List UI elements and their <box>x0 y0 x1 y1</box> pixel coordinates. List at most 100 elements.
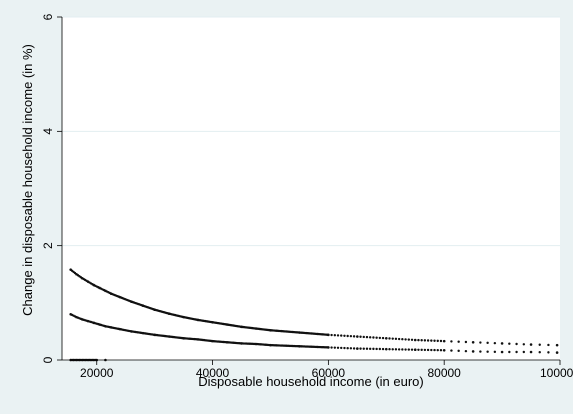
series-2 <box>69 312 559 354</box>
plot-area <box>62 17 560 360</box>
data-point <box>365 347 369 350</box>
x-ticks: 20000 40000 60000 80000 100000 <box>80 360 573 380</box>
data-point <box>381 336 385 340</box>
data-point <box>430 339 433 342</box>
series-1 <box>69 268 559 347</box>
data-point <box>538 343 541 346</box>
x-axis-label: Disposable household income (in euro) <box>198 374 423 389</box>
data-point <box>346 334 349 338</box>
data-point <box>479 341 482 344</box>
data-point <box>394 337 398 341</box>
data-point <box>401 338 404 341</box>
data-point <box>508 342 511 345</box>
data-point <box>391 348 394 351</box>
data-point <box>442 348 446 352</box>
data-point <box>442 339 446 343</box>
data-point <box>413 338 417 342</box>
data-point <box>343 334 346 337</box>
data-point <box>330 346 333 349</box>
data-point <box>375 347 378 351</box>
y-tick-label: 0 <box>41 356 55 363</box>
data-point <box>420 348 423 352</box>
data-point <box>352 347 356 350</box>
data-point <box>407 338 410 341</box>
data-point <box>423 339 427 342</box>
data-point <box>372 347 375 351</box>
data-point <box>555 343 559 347</box>
data-point <box>359 347 362 350</box>
data-point <box>404 348 407 351</box>
y-tick-label: 6 <box>41 13 55 20</box>
data-point <box>522 350 526 354</box>
y-tick-label: 2 <box>41 242 55 249</box>
data-point <box>547 351 550 354</box>
data-point <box>391 337 394 340</box>
data-point <box>493 350 497 354</box>
data-point <box>384 347 388 351</box>
data-point <box>368 336 372 339</box>
data-point <box>430 348 433 352</box>
data-point <box>378 336 382 340</box>
data-point <box>356 335 359 338</box>
data-point <box>384 336 388 340</box>
data-point <box>538 350 541 354</box>
data-point <box>464 340 468 344</box>
data-point <box>352 335 356 338</box>
data-points <box>69 268 559 362</box>
grid-lines <box>62 16 560 247</box>
data-point <box>426 348 430 352</box>
data-point <box>388 348 391 351</box>
data-point <box>333 346 337 349</box>
data-point <box>417 348 420 351</box>
x-tick-label: 100000 <box>540 366 573 380</box>
data-point <box>368 347 372 351</box>
data-point <box>508 350 511 354</box>
data-point <box>426 339 430 342</box>
data-point <box>349 347 353 350</box>
data-point <box>404 338 407 341</box>
x-tick-label: 60000 <box>312 366 346 380</box>
data-point <box>365 335 369 339</box>
data-point <box>500 342 504 345</box>
data-point <box>471 350 475 353</box>
data-point <box>340 346 343 350</box>
data-point <box>343 346 346 350</box>
data-point <box>493 341 497 345</box>
data-point <box>356 347 359 350</box>
y-axis-label: Change in disposable household income (i… <box>20 44 35 316</box>
data-point <box>515 342 518 346</box>
data-point <box>327 346 330 349</box>
data-point <box>547 343 550 347</box>
data-point <box>413 348 417 352</box>
data-point <box>336 346 340 349</box>
data-point <box>346 346 349 350</box>
x-tick-label: 80000 <box>427 366 461 380</box>
data-point <box>457 349 460 353</box>
data-point <box>479 350 482 353</box>
data-point <box>362 347 365 350</box>
data-point <box>420 339 423 342</box>
x-tick-label: 20000 <box>80 366 114 380</box>
data-point <box>330 333 333 337</box>
data-point <box>375 336 378 339</box>
data-point <box>394 348 398 351</box>
data-point <box>500 350 504 354</box>
data-point <box>439 349 443 352</box>
data-point <box>486 350 489 353</box>
data-point <box>362 335 365 339</box>
data-point <box>333 334 337 337</box>
data-point <box>410 348 414 351</box>
data-point <box>423 348 427 352</box>
data-point <box>388 337 391 340</box>
data-point <box>529 343 533 346</box>
data-point <box>450 340 453 343</box>
data-point <box>515 350 518 354</box>
data-point <box>417 338 420 342</box>
data-point <box>433 348 436 352</box>
data-point <box>436 339 439 343</box>
data-point <box>529 350 533 354</box>
data-point <box>372 336 375 339</box>
data-point <box>555 351 559 354</box>
data-point <box>327 333 330 337</box>
